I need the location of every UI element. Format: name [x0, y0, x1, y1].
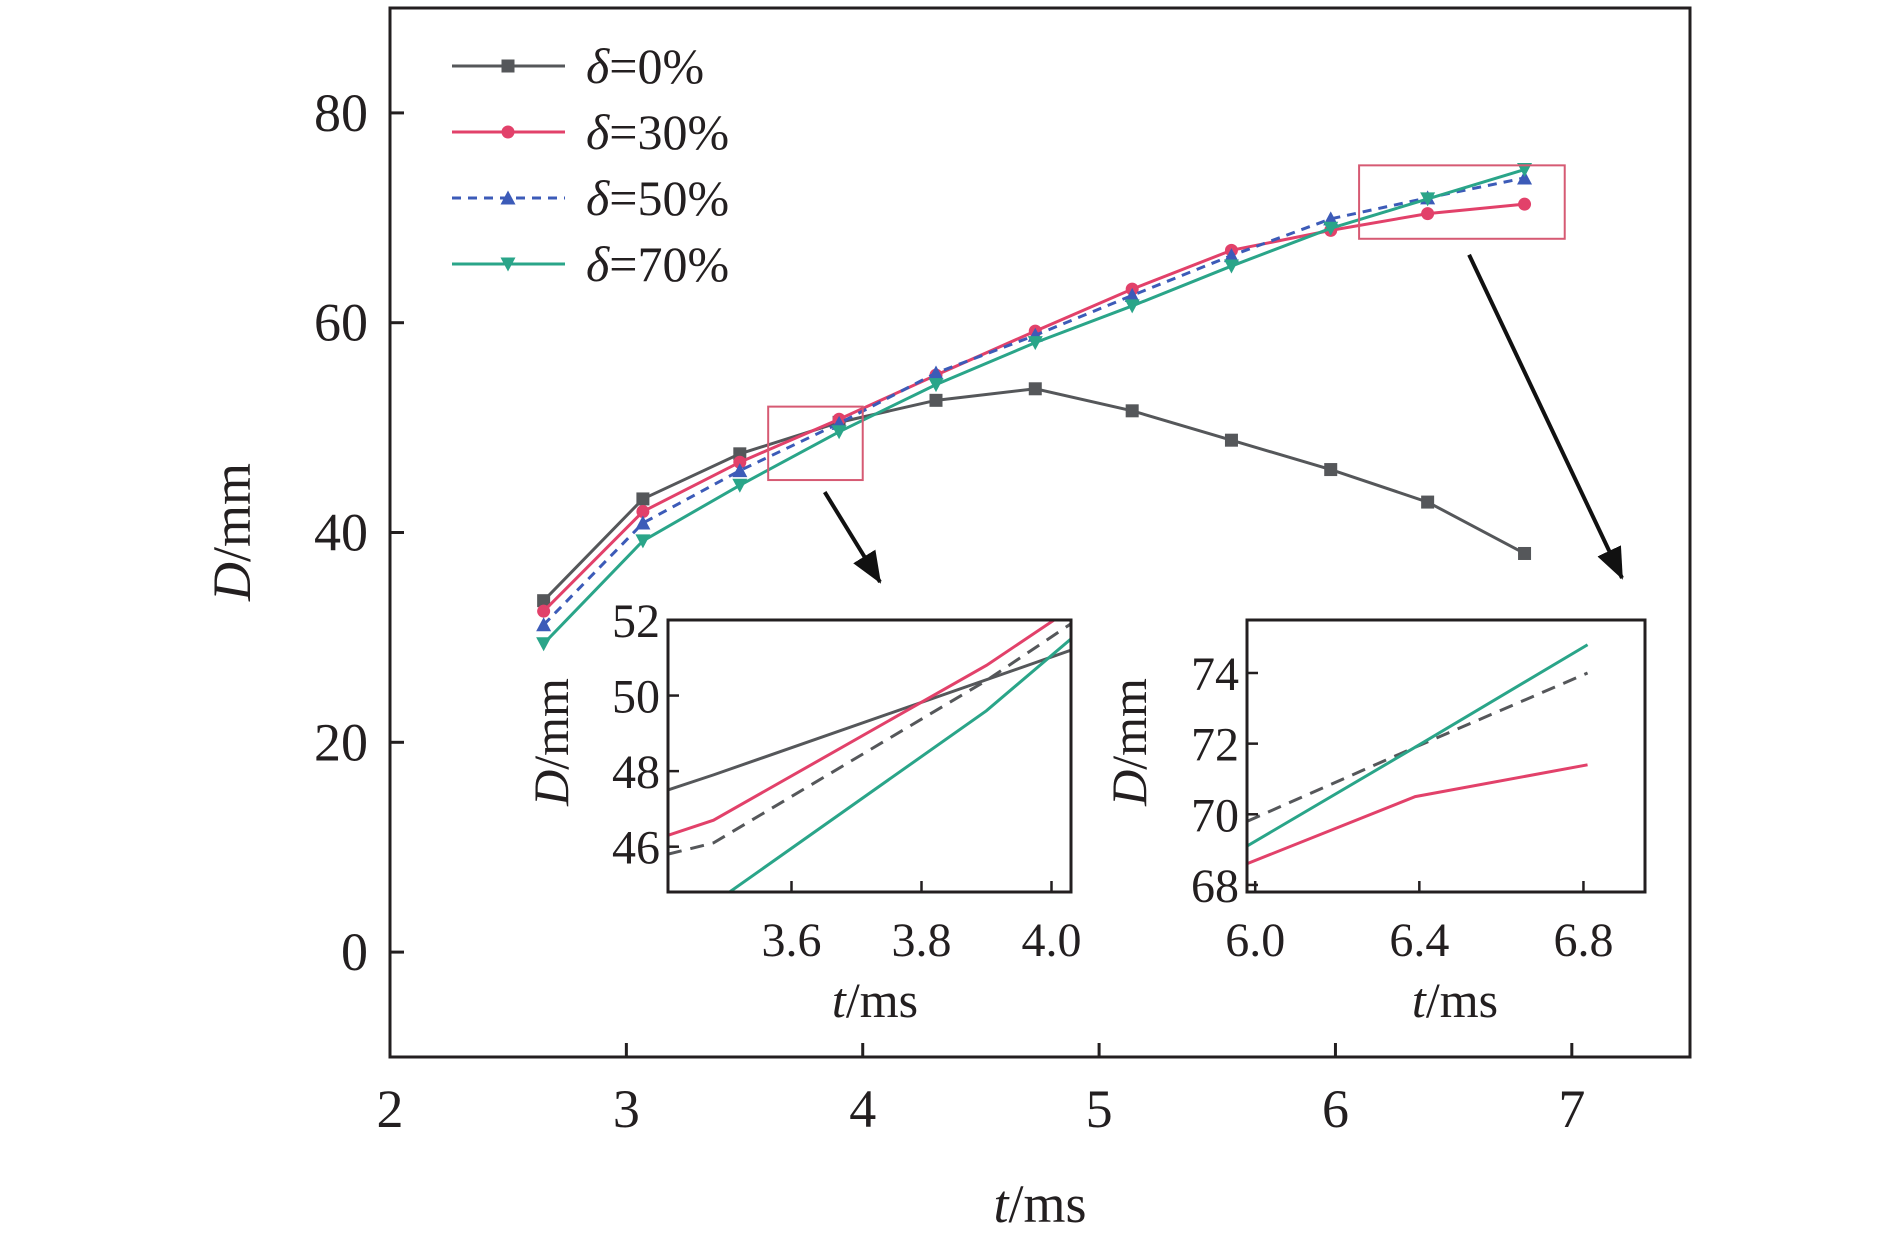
data-point [635, 534, 651, 549]
zoom-box [1358, 164, 1566, 240]
data-point [1324, 463, 1338, 477]
inset-x-tick-label: 4.0 [1022, 914, 1082, 967]
data-point [1421, 495, 1435, 509]
x-tick-label: 2 [377, 1079, 404, 1139]
inset-y-axis-title: D/mm [523, 678, 579, 807]
data-point [1517, 170, 1533, 185]
inset-right: 6.0 6.4 6.8 68 70 72 74 t/ms D/mm [1101, 618, 1647, 1028]
legend-marker [501, 125, 515, 139]
data-point [928, 365, 944, 380]
inset-background [1247, 620, 1645, 892]
inset-y-tick-label: 48 [612, 746, 660, 799]
legend-marker [500, 257, 516, 272]
inset-y-axis-title: D/mm [1101, 678, 1157, 807]
x-axis-title: t/ms [993, 1174, 1086, 1234]
data-point [536, 617, 552, 632]
data-point [1124, 299, 1140, 314]
data-point [733, 455, 747, 469]
inset-series-line [1247, 671, 1589, 823]
inset-series-line [1247, 643, 1589, 848]
inset-background [668, 620, 1071, 892]
zoom-box [767, 405, 864, 482]
zoom-arrows [823, 253, 1624, 584]
data-point [1028, 382, 1042, 396]
inset-x-tick-label: 3.6 [762, 914, 822, 967]
x-tick-label: 4 [849, 1079, 876, 1139]
data-point [1223, 259, 1239, 274]
data-point [1518, 197, 1532, 211]
x-tick-label: 6 [1322, 1079, 1349, 1139]
data-point [1323, 221, 1339, 236]
data-point [636, 505, 650, 519]
zoom-boxes [767, 164, 1566, 482]
inset-left: 3.6 3.8 4.0 46 48 50 52 t/ms D/mm [523, 595, 1082, 1028]
x-tick-label: 5 [1086, 1079, 1113, 1139]
plot-frame [388, 6, 1692, 1059]
inset-y-tick-label: 52 [612, 595, 660, 648]
inset-y-tick-label: 46 [612, 822, 660, 875]
legend-label: δ=50% [586, 170, 729, 226]
data-point [1224, 433, 1238, 447]
inset-x-tick-label: 6.8 [1553, 914, 1613, 967]
legend-marker [500, 190, 516, 205]
legend-label: δ=70% [586, 236, 729, 292]
inset-x-tick-label: 6.4 [1389, 914, 1449, 967]
inset-x-tick-label: 3.8 [892, 914, 952, 967]
x-tick-label: 7 [1558, 1079, 1585, 1139]
inset-x-axis-title: t/ms [1412, 972, 1498, 1028]
y-tick-label: 80 [314, 83, 368, 143]
inset-x-tick-label: 6.0 [1225, 914, 1285, 967]
inset-series-line [668, 648, 1071, 792]
inset-series-line [668, 620, 1057, 837]
data-point [1223, 248, 1239, 263]
inset-y-tick-label: 72 [1191, 719, 1239, 772]
data-point [635, 515, 651, 530]
data-point [1027, 336, 1043, 351]
data-point [636, 492, 650, 506]
inset-x-axis-title: t/ms [832, 972, 918, 1028]
inset-frame [1245, 618, 1647, 894]
y-tick-label: 40 [314, 503, 368, 563]
series-3 [536, 163, 1533, 652]
legend-label: δ=30% [586, 104, 729, 160]
data-point [1517, 163, 1533, 178]
data-point [536, 637, 552, 652]
inset-lines [1247, 643, 1589, 866]
data-point [928, 378, 944, 393]
inset-series-line [668, 622, 1071, 856]
data-point [1420, 192, 1436, 207]
data-point [1421, 207, 1435, 221]
series-0 [537, 382, 1532, 608]
y-tick-label: 60 [314, 293, 368, 353]
data-point [1125, 404, 1139, 418]
data-point [537, 594, 551, 608]
data-point [929, 393, 943, 407]
inset-y-tick-label: 70 [1191, 789, 1239, 842]
inset-frame [666, 618, 1073, 894]
legend-label: δ=0% [586, 38, 704, 94]
data-point [537, 604, 551, 618]
data-point [732, 463, 748, 478]
inset-y-tick-label: 50 [612, 671, 660, 724]
data-point [831, 425, 847, 440]
data-point [1124, 287, 1140, 302]
x-tick-label: 3 [613, 1079, 640, 1139]
inset-lines [668, 620, 1071, 892]
inset-series-line [726, 637, 1071, 892]
zoom-arrow [1467, 253, 1624, 580]
legend: δ=0% δ=30% δ=50% δ=70% [452, 38, 729, 292]
inset-y-tick-label: 68 [1191, 860, 1239, 913]
data-point [732, 478, 748, 493]
inset-series-line [1247, 763, 1588, 866]
legend-marker [501, 59, 515, 73]
data-point [1518, 546, 1532, 560]
y-axis-title: D/mm [202, 463, 262, 602]
zoom-arrow [823, 491, 882, 584]
series-line [542, 387, 1526, 602]
y-tick-label: 0 [341, 922, 368, 982]
inset-y-tick-label: 74 [1191, 648, 1239, 701]
y-tick-label: 20 [314, 712, 368, 772]
